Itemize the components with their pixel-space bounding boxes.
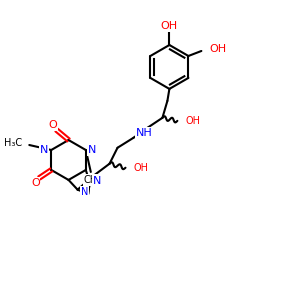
Text: OH: OH [134, 163, 148, 173]
Text: O: O [48, 120, 57, 130]
Text: N: N [88, 145, 96, 155]
Text: N: N [93, 176, 101, 186]
Text: OH: OH [209, 44, 226, 54]
Text: OH: OH [185, 116, 200, 126]
Text: H₃C: H₃C [4, 138, 22, 148]
Text: N: N [81, 187, 88, 197]
Text: OH: OH [161, 21, 178, 31]
Text: N: N [40, 145, 48, 155]
Text: CH₃: CH₃ [84, 175, 102, 185]
Text: NH: NH [136, 128, 152, 138]
Text: O: O [31, 178, 40, 188]
